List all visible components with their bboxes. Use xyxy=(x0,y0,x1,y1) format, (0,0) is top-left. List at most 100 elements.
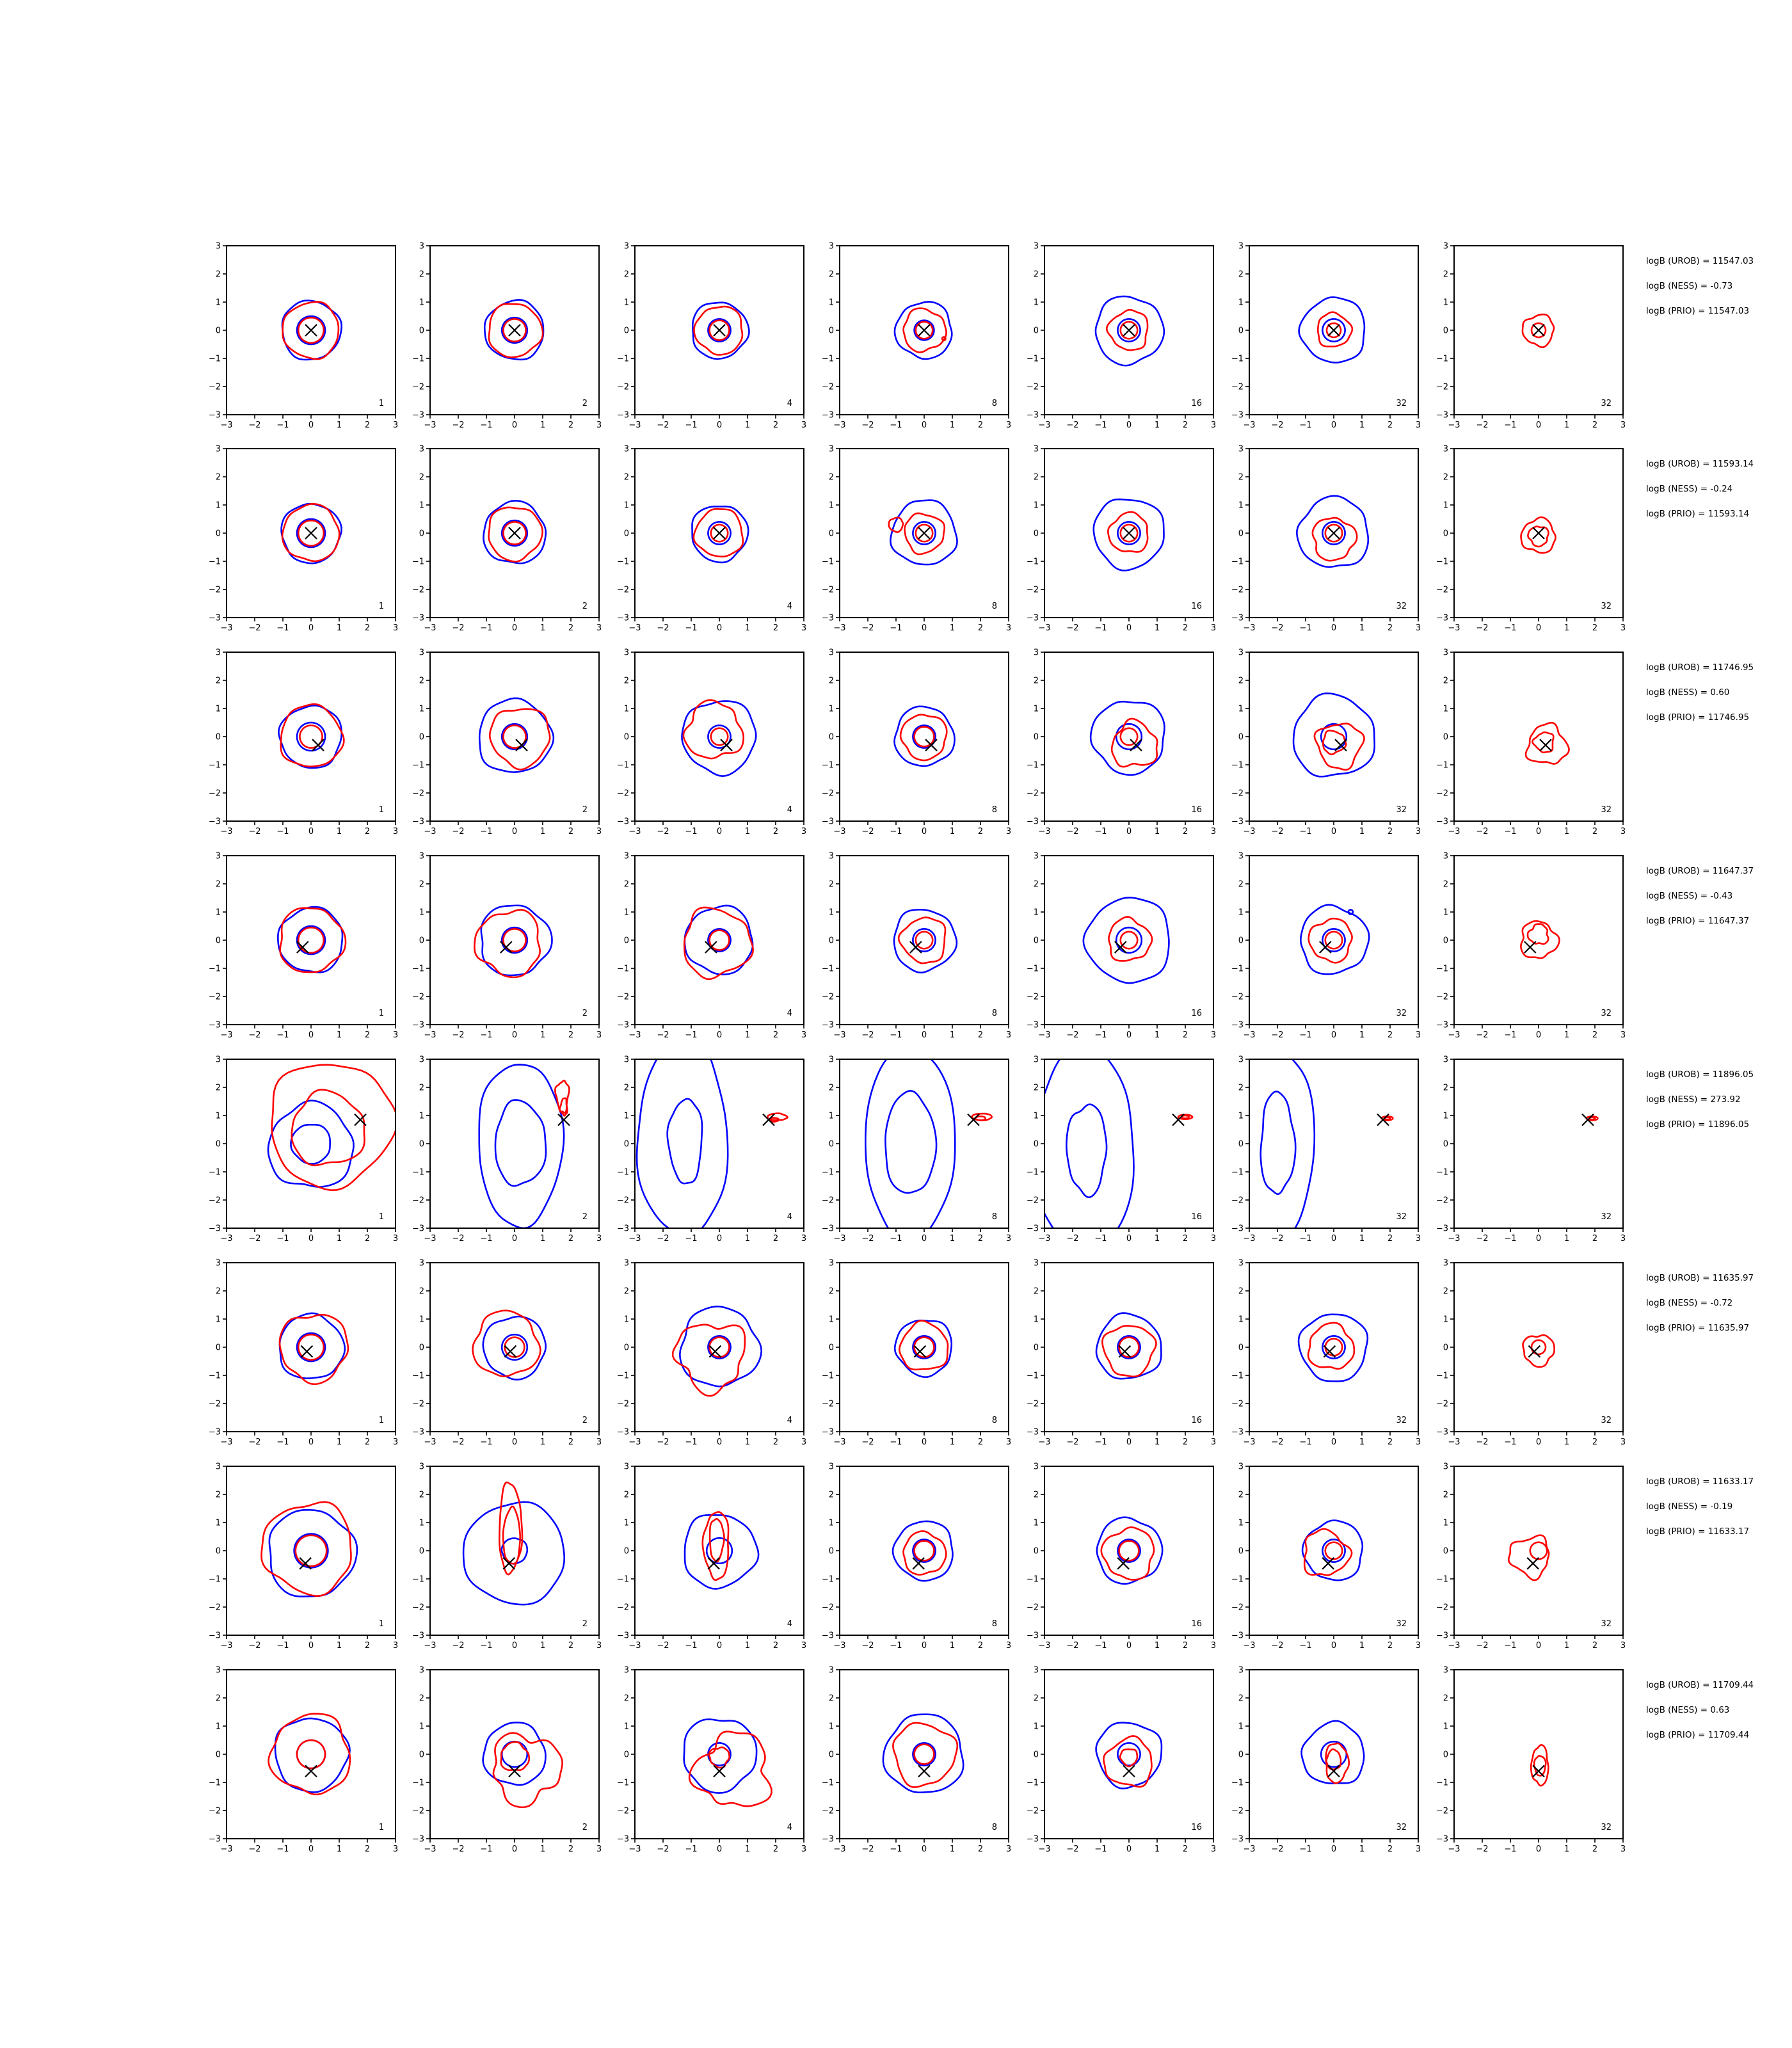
y-tick-label: 3 xyxy=(829,852,834,861)
x-tick-label: −1 xyxy=(276,623,289,633)
y-tick-label: 0 xyxy=(624,936,629,946)
x-tick-label: 0 xyxy=(1331,1234,1336,1244)
x-tick-label: −2 xyxy=(1066,1844,1078,1854)
y-tick-label: −2 xyxy=(617,1196,629,1206)
y-tick-label: −2 xyxy=(1231,1196,1244,1206)
x-tick-label: −2 xyxy=(452,1844,464,1854)
y-tick-label: 0 xyxy=(624,1343,629,1353)
red-contour xyxy=(1533,1755,1547,1777)
x-tick-label: 1 xyxy=(337,623,342,633)
contour-layer xyxy=(893,705,956,767)
y-tick-label: 2 xyxy=(419,270,424,280)
x-tick-label: −2 xyxy=(861,1030,874,1040)
x-tick-label: 3 xyxy=(393,623,398,633)
x-tick-label: 3 xyxy=(1006,1844,1011,1854)
x-tick-label: −2 xyxy=(1476,1437,1488,1447)
blue-contour xyxy=(1095,1312,1162,1380)
y-tick-label: −1 xyxy=(412,1779,424,1788)
y-tick-label: 3 xyxy=(1238,1666,1244,1676)
y-tick-label: 1 xyxy=(1238,908,1244,918)
y-tick-label: 0 xyxy=(1238,1750,1244,1760)
blue-contour xyxy=(1322,928,1346,952)
y-tick-label: 2 xyxy=(1238,1491,1244,1500)
panel-corner-label: 4 xyxy=(787,1619,792,1629)
y-tick-label: −3 xyxy=(822,1021,834,1030)
blue-contour xyxy=(1117,521,1141,545)
truth-marker xyxy=(305,1764,317,1778)
panel-corner-label: 1 xyxy=(379,399,384,408)
y-tick-label: 1 xyxy=(1034,908,1039,918)
x-tick-label: 1 xyxy=(1359,420,1364,430)
x-tick-label: 3 xyxy=(1006,420,1011,430)
y-tick-label: 2 xyxy=(829,1084,834,1093)
y-tick-label: 0 xyxy=(419,1343,424,1353)
red-contour xyxy=(692,508,744,557)
logb-annotation: logB (UROB) = 11647.37 xyxy=(1646,866,1754,876)
y-tick-label: 2 xyxy=(1238,1694,1244,1704)
y-tick-label: 0 xyxy=(1034,326,1039,336)
axes-frame xyxy=(1453,1466,1624,1636)
x-tick-label: 1 xyxy=(745,827,750,836)
y-tick-label: 1 xyxy=(829,1519,834,1528)
y-tick-label: −2 xyxy=(1231,789,1244,799)
y-tick-label: 3 xyxy=(1238,242,1244,252)
contour-layer xyxy=(892,1520,954,1582)
x-tick-label: 2 xyxy=(978,827,983,836)
x-tick-label: −2 xyxy=(1066,1234,1078,1244)
red-contour xyxy=(693,305,744,356)
x-tick-label: 2 xyxy=(365,1844,370,1854)
subplot-panel: −3−3 −2 −2 −1 −1 0 0 1 1 2 2 3 3 8 xyxy=(822,242,1011,431)
x-tick-label: 0 xyxy=(717,1844,722,1854)
red-contour xyxy=(1520,516,1556,554)
red-contour xyxy=(271,1064,396,1191)
y-tick-label: 3 xyxy=(1238,445,1244,454)
subplot-panel: −3−3 −2 −2 −1 −1 0 0 1 1 2 2 3 3 4 xyxy=(617,445,806,634)
x-tick-label: −2 xyxy=(657,1437,669,1447)
y-tick-label: −3 xyxy=(617,1021,629,1030)
y-tick-label: 1 xyxy=(624,1722,629,1732)
x-tick-label: −3 xyxy=(833,1641,845,1651)
y-tick-label: 0 xyxy=(624,733,629,742)
red-contour xyxy=(1529,1541,1548,1560)
x-tick-label: 2 xyxy=(1592,420,1597,430)
y-tick-label: −1 xyxy=(1436,761,1448,771)
panel-corner-label: 32 xyxy=(1601,399,1612,408)
y-tick-label: −2 xyxy=(822,1400,834,1409)
y-tick-label: 3 xyxy=(216,852,221,861)
y-tick-label: −3 xyxy=(617,614,629,623)
y-tick-label: 1 xyxy=(216,1519,221,1528)
x-tick-label: 2 xyxy=(365,1437,370,1447)
x-tick-label: −1 xyxy=(1094,1437,1107,1447)
logb-annotation: logB (NESS) = -0.24 xyxy=(1646,484,1732,494)
y-tick-label: −3 xyxy=(1231,1835,1244,1844)
x-tick-label: −1 xyxy=(685,1030,697,1040)
red-contour xyxy=(281,502,340,563)
x-tick-label: 2 xyxy=(773,827,778,836)
blue-contour xyxy=(500,316,529,344)
subplot-panel: −3−3 −2 −2 −1 −1 0 0 1 1 2 2 3 3 16 xyxy=(1027,1055,1216,1244)
x-tick-label: −3 xyxy=(628,827,641,836)
subplot-panel: −3−3 −2 −2 −1 −1 0 0 1 1 2 2 3 3 2 xyxy=(412,242,602,431)
panel-corner-label: 8 xyxy=(992,1212,997,1222)
contour-layer xyxy=(683,1718,772,1807)
x-tick-label: −1 xyxy=(1299,1641,1311,1651)
x-tick-label: 1 xyxy=(1564,1030,1569,1040)
subplot-panel: −3−3 −2 −2 −1 −1 0 0 1 1 2 2 3 3 16 xyxy=(1027,242,1216,431)
y-tick-label: −1 xyxy=(617,1779,629,1788)
y-tick-label: −2 xyxy=(617,1400,629,1409)
x-tick-label: −1 xyxy=(685,1437,697,1447)
panel-corner-label: 16 xyxy=(1191,805,1202,815)
y-tick-label: 0 xyxy=(419,1547,424,1556)
axes-frame xyxy=(634,1669,804,1839)
contour-layer xyxy=(1520,516,1556,554)
x-tick-label: 0 xyxy=(922,1641,927,1651)
y-tick-label: −1 xyxy=(1027,761,1039,771)
y-tick-label: 3 xyxy=(624,1055,629,1065)
y-tick-label: 1 xyxy=(624,298,629,308)
red-contour xyxy=(1108,916,1153,962)
x-tick-label: 2 xyxy=(1388,1844,1393,1854)
x-tick-label: 2 xyxy=(978,1437,983,1447)
y-tick-label: 3 xyxy=(624,1259,629,1268)
x-tick-label: −1 xyxy=(480,1030,492,1040)
blue-contour xyxy=(296,518,326,548)
